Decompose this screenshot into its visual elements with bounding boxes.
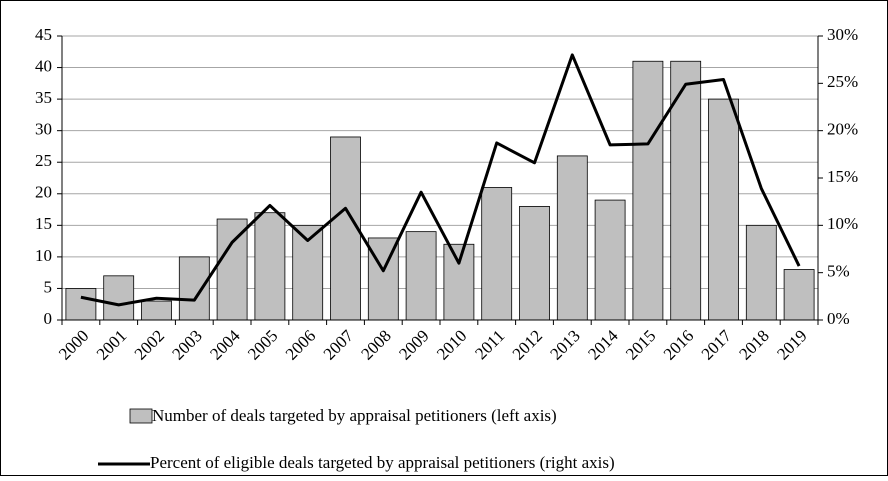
legend-swatch <box>129 408 153 424</box>
line <box>80 53 801 307</box>
y2-tick-label: 30% <box>827 25 858 44</box>
bar <box>141 300 172 321</box>
bar <box>443 243 475 321</box>
y2-tick-label: 20% <box>827 120 858 139</box>
bar <box>254 212 286 321</box>
y-tick-label: 10 <box>35 246 52 265</box>
legend-label: Percent of eligible deals targeted by ap… <box>150 453 615 472</box>
bar <box>178 256 210 321</box>
bar <box>556 155 588 321</box>
y-tick-label: 40 <box>35 56 52 75</box>
bar <box>783 269 815 321</box>
y-tick-label: 15 <box>35 214 52 233</box>
legend-label: Number of deals targeted by appraisal pe… <box>152 406 557 425</box>
y-tick-label: 45 <box>35 25 52 44</box>
bar <box>519 205 550 321</box>
bar <box>670 60 702 321</box>
y2-tick-label: 15% <box>827 167 858 186</box>
bar <box>103 275 135 321</box>
bar <box>745 224 777 321</box>
bar <box>594 199 626 321</box>
y-tick-label: 30 <box>35 120 52 139</box>
y2-tick-label: 0% <box>827 309 850 328</box>
y2-tick-label: 5% <box>827 262 850 281</box>
y-tick-label: 0 <box>44 309 53 328</box>
y-tick-label: 25 <box>35 151 52 170</box>
bar <box>708 98 739 321</box>
y2-tick-label: 10% <box>827 214 858 233</box>
bar <box>65 288 97 321</box>
bar <box>330 136 361 321</box>
y2-tick-label: 25% <box>827 72 858 91</box>
bar <box>405 231 437 321</box>
y-tick-label: 5 <box>44 277 53 296</box>
y-tick-label: 35 <box>35 88 52 107</box>
bar <box>632 60 664 321</box>
bar <box>481 187 513 321</box>
y-tick-label: 20 <box>35 183 52 202</box>
bar <box>216 218 248 321</box>
